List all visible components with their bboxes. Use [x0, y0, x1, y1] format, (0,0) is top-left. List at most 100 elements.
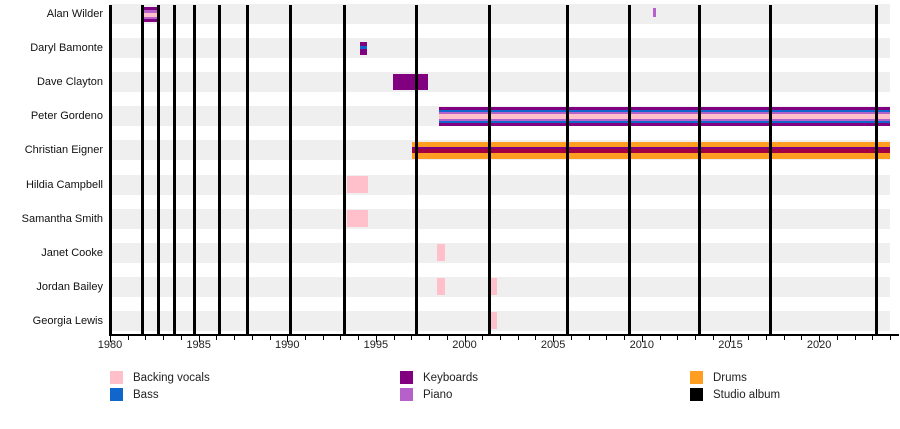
bar-stripe-piano: [438, 111, 890, 114]
row-band: [110, 174, 890, 195]
studio-album-line: [565, 5, 569, 334]
x-axis-minor-tick: [251, 336, 253, 340]
bar-stripe-crimson: [412, 149, 890, 154]
bar-stripe-backing_vocals: [488, 278, 498, 296]
x-axis-minor-tick: [588, 336, 590, 340]
x-axis-major-tick: [553, 336, 555, 342]
bar-stripe-bass: [438, 109, 890, 112]
bar-stripe-bass: [359, 45, 368, 50]
studio-album-line: [875, 5, 879, 334]
legend-label: Piano: [423, 388, 453, 401]
legend-item: Piano: [400, 388, 452, 401]
bar-stripe-keyboards: [143, 18, 159, 22]
x-axis-minor-tick: [836, 336, 838, 340]
member-name-label: Hildia Campbell: [25, 178, 103, 191]
x-axis-minor-tick: [127, 336, 129, 340]
x-axis-minor-tick: [340, 336, 342, 340]
x-axis-minor-tick: [482, 336, 484, 340]
bar-stripe-bass: [438, 120, 890, 123]
x-axis-minor-tick: [659, 336, 661, 340]
x-axis-minor-tick: [890, 336, 891, 340]
studio-album-line: [768, 5, 772, 334]
x-axis-major-tick: [464, 336, 466, 342]
x-axis-major-tick: [641, 336, 643, 342]
bar-stripe-backing_vocals: [437, 278, 446, 296]
studio-album-line: [487, 5, 491, 334]
x-axis-minor-tick: [269, 336, 271, 340]
member-name-label: Samantha Smith: [21, 212, 103, 225]
row-band: [110, 4, 890, 24]
x-axis-tick-label: 2010: [629, 339, 655, 351]
member-bar: [392, 74, 429, 91]
member-bar: [346, 210, 368, 228]
x-axis-minor-tick: [163, 336, 165, 340]
legend-swatch-drums: [690, 371, 703, 384]
legend-swatch-backing_vocals: [110, 371, 123, 384]
x-axis-minor-tick: [393, 336, 395, 340]
legend-label: Keyboards: [423, 371, 478, 384]
x-axis-tick-label: 2000: [452, 339, 477, 351]
legend-item: Backing vocals: [110, 371, 210, 384]
bar-stripe-backing_vocals: [438, 114, 890, 119]
member-bar: [359, 41, 368, 55]
x-axis-minor-tick: [677, 336, 679, 340]
x-axis-tick-label: 2005: [540, 339, 566, 351]
x-axis-minor-tick: [570, 336, 572, 340]
member-bar: [346, 176, 368, 194]
bar-stripe-piano: [143, 9, 159, 13]
x-axis-minor-tick: [429, 336, 431, 340]
studio-album-line: [627, 5, 631, 334]
studio-album-line: [343, 5, 347, 334]
member-name-label: Daryl Bamonte: [30, 42, 103, 55]
legend-swatch-bass: [110, 388, 123, 401]
member-bar: [437, 278, 446, 296]
x-axis-major-tick: [287, 336, 289, 342]
row-band: [110, 276, 890, 297]
x-axis-tick-label: 1995: [363, 339, 389, 351]
studio-album-line: [157, 5, 161, 334]
member-name-label: Alan Wilder: [46, 8, 103, 20]
x-axis-minor-tick: [801, 336, 803, 340]
bar-stripe-keyboards: [143, 6, 159, 10]
x-axis-major-tick: [730, 336, 732, 342]
x-axis-minor-tick: [234, 336, 236, 340]
x-axis-minor-tick: [712, 336, 714, 340]
x-axis-line: [108, 334, 899, 336]
studio-album-line: [173, 5, 177, 334]
x-axis-minor-tick: [748, 336, 750, 340]
bar-stripe-backing_vocals: [346, 210, 368, 228]
member-bar: [488, 278, 498, 296]
legend-item: Studio album: [690, 388, 780, 401]
x-axis-minor-tick: [606, 336, 608, 340]
member-bar: [653, 7, 656, 17]
x-axis-minor-tick: [695, 336, 696, 340]
studio-album-line: [141, 5, 145, 334]
x-axis-minor-tick: [500, 336, 501, 340]
x-axis-tick-label: 2015: [718, 339, 743, 351]
studio-album-line: [192, 5, 196, 334]
legend-label: Drums: [713, 371, 747, 384]
x-axis-major-tick: [198, 336, 200, 342]
x-axis-minor-tick: [180, 336, 182, 340]
legend-swatch-piano: [400, 388, 413, 401]
row-band: [110, 242, 890, 263]
bar-stripe-piano: [653, 7, 656, 17]
bar-stripe-backing_vocals: [437, 244, 446, 262]
bar-stripe-piano: [438, 118, 890, 121]
member-name-label: Jordan Bailey: [36, 280, 103, 293]
row-band: [110, 38, 890, 59]
legend-swatch-studio_album: [690, 388, 703, 401]
x-axis-minor-tick: [854, 336, 856, 340]
row-band: [110, 208, 890, 229]
x-axis-tick-label: 1990: [275, 339, 300, 351]
x-axis-minor-tick: [517, 336, 519, 340]
studio-album-line: [218, 5, 222, 334]
x-axis-minor-tick: [446, 336, 448, 340]
row-band: [110, 72, 890, 93]
x-axis-minor-tick: [145, 336, 147, 340]
member-bar: [437, 244, 446, 262]
bar-stripe-drums: [412, 153, 890, 159]
x-axis-tick-label: 2020: [806, 339, 832, 351]
legend-item: Bass: [110, 388, 159, 401]
